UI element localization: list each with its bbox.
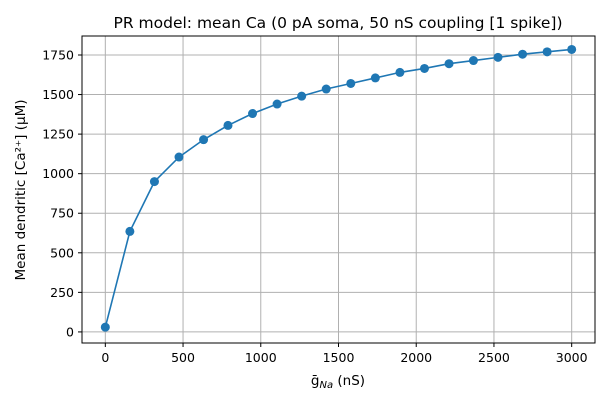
data-point xyxy=(370,73,380,83)
y-tick-label: 750 xyxy=(50,206,74,221)
y-tick-label: 1250 xyxy=(42,127,74,142)
x-tick-label: 500 xyxy=(171,350,195,365)
x-axis-label-unit: (nS) xyxy=(333,373,365,389)
data-point xyxy=(125,226,135,236)
data-point xyxy=(321,84,331,94)
y-tick-label: 1000 xyxy=(42,166,74,181)
data-point xyxy=(444,59,454,69)
y-tick-label: 0 xyxy=(66,324,74,339)
x-axis-label: ḡNa (nS) xyxy=(311,373,365,391)
data-point xyxy=(100,322,110,332)
data-point xyxy=(174,152,184,162)
data-point xyxy=(542,47,552,57)
data-point xyxy=(468,56,478,66)
x-tick-label: 0 xyxy=(101,350,109,365)
data-point xyxy=(346,78,356,88)
chart-title: PR model: mean Ca (0 pA soma, 50 nS coup… xyxy=(113,14,562,32)
x-tick-label: 3000 xyxy=(556,350,588,365)
x-axis-label-subscript: Na xyxy=(320,380,334,391)
x-tick-label: 2500 xyxy=(478,350,510,365)
x-tick-label: 1500 xyxy=(323,350,355,365)
data-point xyxy=(419,63,429,73)
data-point xyxy=(248,109,258,119)
data-point xyxy=(567,44,577,54)
series-layer xyxy=(100,44,577,332)
data-point xyxy=(223,120,233,130)
data-point xyxy=(395,67,405,77)
y-tick-label: 500 xyxy=(50,245,74,260)
x-axis-label-main: ḡ xyxy=(311,373,320,389)
x-tick-label: 2000 xyxy=(400,350,432,365)
x-axis: 0 500 1000 1500 2000 2500 3000 xyxy=(101,343,588,365)
y-axis: 0 250 500 750 1000 1250 1500 1750 xyxy=(42,47,82,339)
data-point xyxy=(493,52,503,62)
y-axis-label: Mean dendritic [Ca²⁺] (μM) xyxy=(13,100,29,281)
y-tick-label: 250 xyxy=(50,285,74,300)
grid xyxy=(82,36,595,343)
y-tick-label: 1750 xyxy=(42,47,74,62)
data-point xyxy=(199,135,209,145)
data-point xyxy=(149,177,159,187)
data-point xyxy=(272,99,282,109)
data-point xyxy=(518,49,528,59)
x-tick-label: 1000 xyxy=(245,350,277,365)
data-point xyxy=(297,91,307,101)
y-tick-label: 1500 xyxy=(42,87,74,102)
